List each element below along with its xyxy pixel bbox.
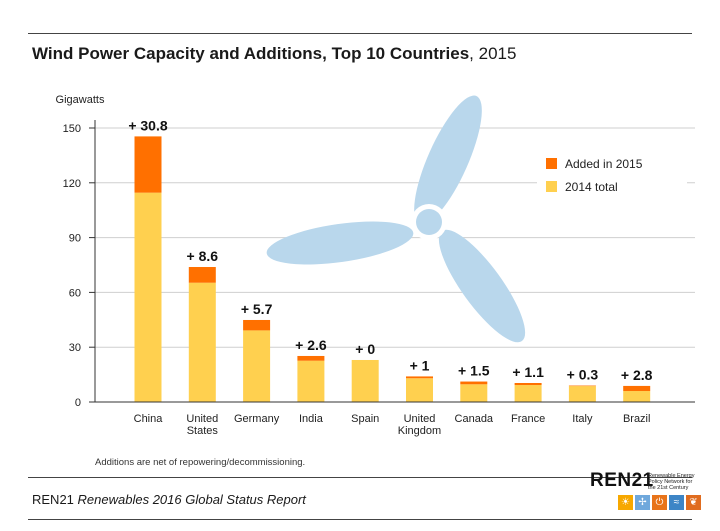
legend-swatch <box>546 158 557 169</box>
bar-2014-total <box>406 378 433 402</box>
turbine-hub-center <box>416 209 442 235</box>
title-year: , 2015 <box>469 44 517 63</box>
footer-rule <box>28 477 692 478</box>
y-tick-label: 90 <box>69 233 81 245</box>
y-tick-label: 150 <box>63 123 81 135</box>
bar-label: + 0 <box>355 341 375 357</box>
bar-added-2015 <box>623 385 651 392</box>
biomass-icon: ❦ <box>686 495 701 510</box>
bar-label: + 30.8 <box>128 117 168 133</box>
bar-2014-total <box>351 359 379 402</box>
bar-label: + 5.7 <box>241 301 273 317</box>
y-tick-label: 0 <box>75 397 81 409</box>
x-tick-label: India <box>299 413 324 425</box>
bar-added-2015 <box>188 267 216 283</box>
legend-swatch <box>546 181 557 192</box>
bar-labels: + 30.8 + 8.6 + 5.7 + 2.6 + 0 + 1 + 1.5 + 1.1 + 0… <box>128 117 652 383</box>
x-tick-label: United States <box>186 413 218 437</box>
title-main: Wind Power Capacity and Additions, Top 1… <box>32 44 470 63</box>
footer-publication: Renewables 2016 Global Status Report <box>77 492 306 507</box>
bar-2014-total <box>188 282 216 402</box>
x-tick-label: Italy <box>572 413 593 425</box>
bar-added-2015 <box>514 383 542 386</box>
bars <box>134 136 651 402</box>
x-tick-label: Canada <box>455 413 494 425</box>
power-icon: ⏻ <box>652 495 667 510</box>
legend-label: Added in 2015 <box>565 157 643 171</box>
turbine-blade-top <box>414 95 482 225</box>
y-tick-label: 60 <box>69 287 81 299</box>
bar-label: + 2.8 <box>621 367 653 383</box>
logo-tiles: ☀ ✢ ⏻ ≈ ❦ <box>618 495 701 510</box>
bar-added-2015 <box>406 376 433 379</box>
bar-2014-total <box>297 360 325 402</box>
water-icon: ≈ <box>669 495 684 510</box>
x-tick-label: France <box>511 413 545 425</box>
turbine-blade-left <box>266 221 414 265</box>
legend: Added in 2015 2014 total <box>537 148 687 200</box>
footer-org: REN21 <box>32 492 74 507</box>
logo-tagline: Renewable Energy Policy Network for the … <box>648 473 695 491</box>
bar-2014-total <box>243 330 271 402</box>
bar-label: + 1.1 <box>512 364 544 380</box>
bar-2014-total <box>134 192 162 402</box>
y-tick-label: 120 <box>63 178 81 190</box>
x-tick-label: Germany <box>234 413 280 425</box>
legend-box <box>537 148 687 200</box>
x-axis: China United States Germany India Spain United… <box>95 401 695 437</box>
bar-label: + 0.3 <box>567 367 599 383</box>
top-rule <box>28 33 692 34</box>
chart-title: Wind Power Capacity and Additions, Top 1… <box>32 44 516 64</box>
wind-turbine-graphic <box>266 95 526 343</box>
legend-label: 2014 total <box>565 180 618 194</box>
x-tick-label: Brazil <box>623 413 651 425</box>
footer-citation: REN21 Renewables 2016 Global Status Repo… <box>32 492 306 507</box>
x-tick-label: Spain <box>351 413 379 425</box>
footnote: Additions are net of repowering/decommis… <box>95 457 306 468</box>
bar-added-2015 <box>297 355 325 361</box>
y-axis-label: Gigawatts <box>56 94 105 106</box>
bar-2014-total <box>623 391 651 402</box>
turbine-blade-bottom <box>438 229 526 343</box>
sun-icon: ☀ <box>618 495 633 510</box>
bar-label: + 1 <box>410 357 430 373</box>
y-tick-label: 30 <box>69 342 81 354</box>
bar-added-2015 <box>568 385 596 387</box>
bar-2014-total <box>460 384 488 402</box>
ren21-logo: REN21 Renewable Energy Policy Network fo… <box>590 470 701 515</box>
bar-2014-total <box>568 386 596 402</box>
bottom-rule <box>28 519 692 520</box>
wind-turbine-icon: ✢ <box>635 495 650 510</box>
bar-added-2015 <box>243 319 271 331</box>
y-axis: 0 30 60 90 120 150 <box>63 120 96 409</box>
bar-added-2015 <box>460 381 488 385</box>
bar-label: + 8.6 <box>187 248 219 264</box>
bar-label: + 1.5 <box>458 363 490 379</box>
bar-added-2015 <box>134 136 162 193</box>
bar-2014-total <box>514 385 542 402</box>
bar-label: + 2.6 <box>295 337 327 353</box>
logo-wordmark: REN21 <box>590 470 654 491</box>
x-tick-label: China <box>134 413 164 425</box>
x-tick-label: United Kingdom <box>398 413 441 437</box>
